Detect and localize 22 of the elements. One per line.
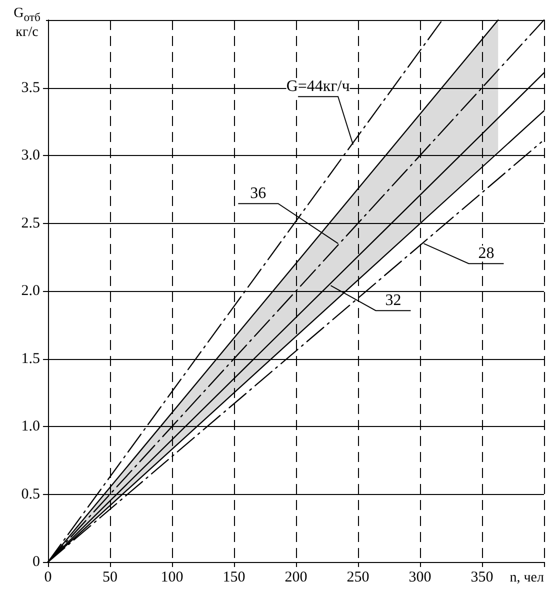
x-tick-label: 150 — [222, 570, 246, 586]
x-tick-label: 350 — [470, 570, 494, 586]
x-tick-label: 250 — [346, 570, 370, 586]
y-tick-label: 3.5 — [21, 80, 40, 96]
y-axis-title: G$_{отб}$ кг/с — [8, 6, 46, 40]
x-axis-title: n, чел — [510, 570, 544, 586]
x-tick-label: 300 — [408, 570, 432, 586]
y-tick-label: 2.0 — [21, 283, 40, 299]
annotation: G=44кг/ч — [286, 78, 350, 96]
annotation: 32 — [385, 292, 402, 310]
y-tick-label: 1.5 — [21, 350, 40, 367]
x-tick-label: 200 — [284, 570, 308, 586]
x-tick-label: 50 — [102, 570, 118, 586]
y-tick-label: 3.0 — [21, 148, 40, 164]
y-tick-label: 1.0 — [21, 418, 40, 434]
x-tick-label: 0 — [44, 570, 52, 586]
annotation: 28 — [478, 245, 494, 262]
y-tick-label: 2.5 — [21, 215, 40, 232]
annotation: 36 — [250, 185, 266, 202]
y-tick-label: 0.5 — [21, 486, 40, 502]
x-tick-label: 100 — [160, 570, 184, 586]
y-tick-label: 0 — [32, 554, 40, 570]
